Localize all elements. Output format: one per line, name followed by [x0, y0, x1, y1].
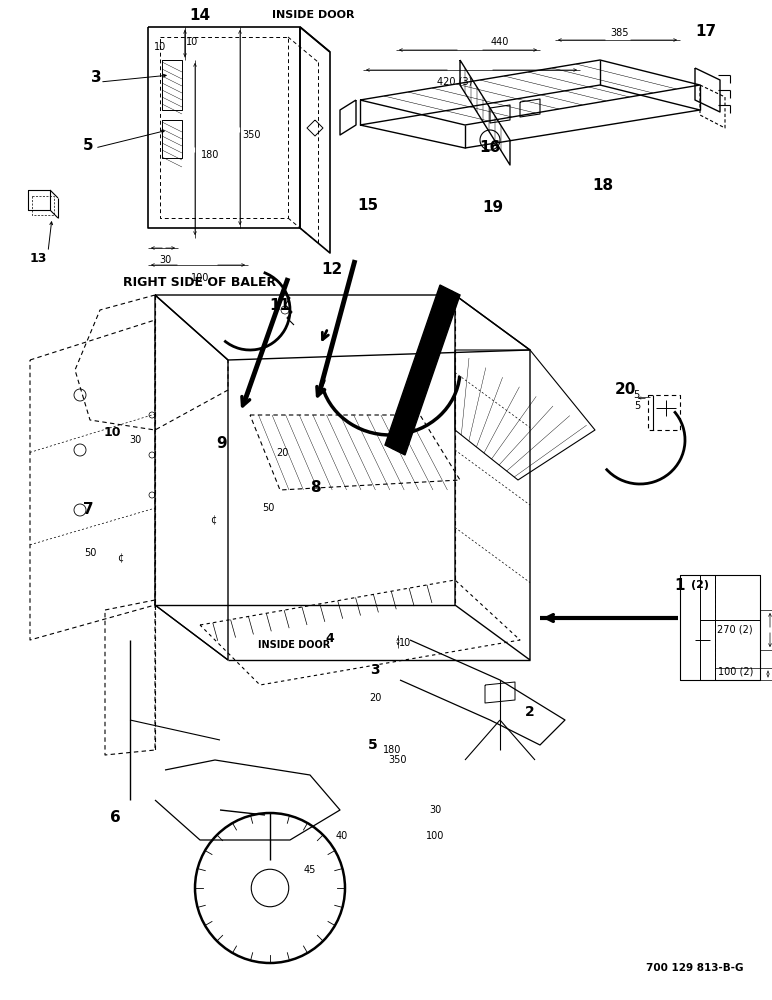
Text: 5: 5 [368, 738, 378, 752]
Text: 45: 45 [304, 865, 317, 875]
Text: INSIDE DOOR: INSIDE DOOR [258, 640, 330, 650]
Text: 30: 30 [429, 805, 441, 815]
Text: 50: 50 [262, 503, 274, 513]
Text: 5: 5 [633, 390, 639, 400]
Text: 30: 30 [129, 435, 141, 445]
Text: RIGHT SIDE OF BALER: RIGHT SIDE OF BALER [124, 275, 276, 288]
Text: 4: 4 [326, 632, 334, 645]
Text: ¢: ¢ [117, 553, 123, 563]
Text: 100 (2): 100 (2) [718, 667, 753, 677]
Text: 100: 100 [191, 273, 209, 283]
Text: 14: 14 [189, 7, 211, 22]
Text: 9: 9 [217, 436, 227, 450]
Text: 13: 13 [29, 251, 46, 264]
Text: 350: 350 [389, 755, 408, 765]
Text: 8: 8 [310, 480, 320, 494]
Polygon shape [385, 285, 460, 455]
Text: 20: 20 [615, 382, 635, 397]
Text: 10: 10 [103, 426, 120, 440]
Text: 180: 180 [383, 745, 401, 755]
Text: 385: 385 [611, 28, 629, 38]
Text: 700 129 813-B-G: 700 129 813-B-G [646, 963, 743, 973]
Text: 1: 1 [675, 578, 686, 592]
Text: 19: 19 [482, 200, 503, 216]
Text: 420 (3): 420 (3) [437, 77, 472, 87]
Text: 18: 18 [592, 178, 614, 192]
Text: 50: 50 [84, 548, 96, 558]
Text: 180: 180 [201, 150, 219, 160]
Text: 20: 20 [369, 693, 381, 703]
Text: 10: 10 [154, 42, 166, 52]
Text: 350: 350 [242, 130, 261, 140]
Text: 16: 16 [479, 140, 500, 155]
Text: 12: 12 [321, 262, 343, 277]
Text: 10: 10 [399, 638, 411, 648]
Text: 100: 100 [426, 831, 444, 841]
Text: 5: 5 [634, 401, 640, 411]
Text: 3: 3 [90, 70, 101, 86]
Text: 15: 15 [357, 198, 378, 213]
Text: 20: 20 [276, 448, 288, 458]
Text: 3: 3 [371, 663, 380, 677]
Text: 11: 11 [269, 298, 290, 314]
Text: (2): (2) [691, 580, 709, 590]
Text: 17: 17 [696, 24, 716, 39]
Text: 6: 6 [110, 810, 120, 826]
Text: 7: 7 [83, 502, 93, 518]
Text: 30: 30 [159, 255, 171, 265]
Text: 2: 2 [525, 705, 535, 719]
Text: 5: 5 [83, 137, 93, 152]
Text: 440: 440 [491, 37, 510, 47]
Text: 40: 40 [336, 831, 348, 841]
Text: ¢: ¢ [210, 515, 216, 525]
Text: INSIDE DOOR: INSIDE DOOR [272, 10, 354, 20]
Text: 270 (2): 270 (2) [717, 625, 753, 635]
Text: 10: 10 [186, 37, 198, 47]
